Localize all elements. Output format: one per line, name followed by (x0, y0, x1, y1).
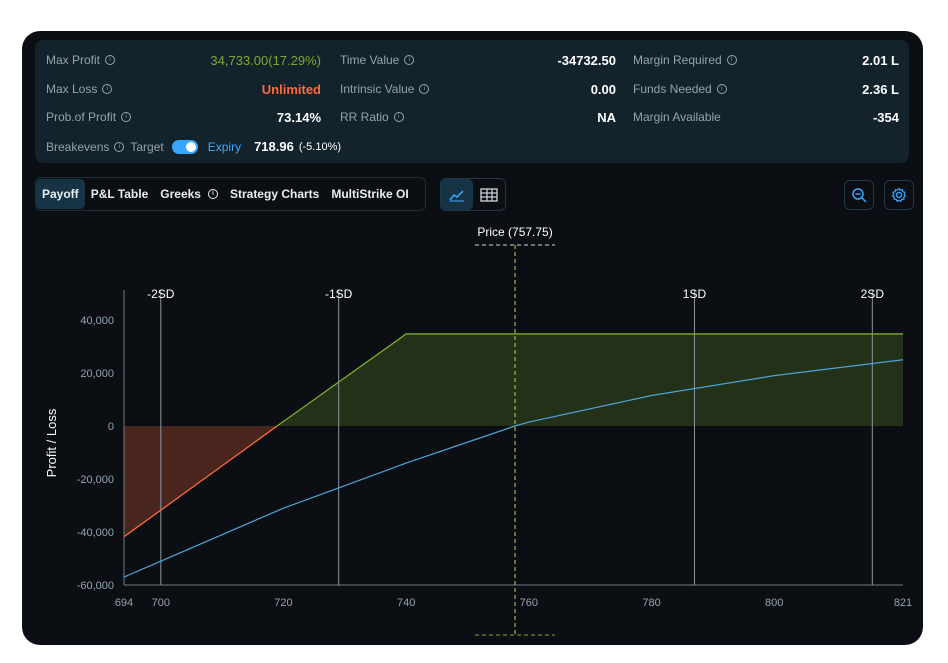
x-tick-label: 780 (642, 597, 660, 609)
view-toggle (440, 178, 506, 211)
x-tick-label: 740 (397, 597, 415, 609)
zoom-out-icon[interactable] (844, 180, 874, 210)
margin-available-value: -354 (872, 110, 899, 125)
sd-label: 2SD (861, 287, 885, 301)
target-pnl-line (123, 359, 904, 578)
y-tick-label: 20,000 (80, 368, 114, 380)
info-icon[interactable]: i (716, 84, 727, 94)
chart-layer: -2SD -1SD 1SD 2SD 40,000 20,000 0 -20,000 -40,00… (77, 225, 912, 636)
payoff-chart[interactable]: -2SD -1SD 1SD 2SD 40,000 20,000 0 -20,000 -40,00… (22, 215, 923, 645)
margin-available-label: Margin Available (633, 110, 721, 124)
x-tick-label: 700 (152, 597, 170, 609)
info-icon[interactable]: i (393, 112, 404, 122)
x-tick-label: 760 (520, 597, 538, 609)
breakeven-change: (-5.10%) (298, 140, 342, 153)
target-expiry-toggle[interactable] (171, 139, 198, 154)
x-tick-label: 694 (115, 597, 133, 609)
info-icon: i (207, 189, 218, 199)
time-value-label: Time Value i (340, 53, 415, 67)
chart-tabs: Payoff P&L Table Greeks i Strategy Charts… (35, 177, 426, 211)
target-label: Target (130, 139, 164, 154)
y-tick-label: -20,000 (77, 474, 114, 486)
tab-multistrike-oi[interactable]: MultiStrike OI (331, 187, 409, 201)
max-profit-value: 34,733.00(17.29%) (210, 53, 321, 68)
table-icon[interactable] (473, 179, 505, 210)
app-window: Max Profit i 34,733.00(17.29%) Max Loss i … (22, 31, 923, 645)
info-icon[interactable]: i (419, 84, 430, 94)
prob-profit-value: 73.14% (276, 110, 321, 125)
sd-label: 1SD (683, 287, 707, 301)
intrinsic-value-label: Intrinsic Value i (340, 82, 430, 96)
funds-needed-label: Funds Needed i (633, 82, 727, 96)
x-tick-label: 800 (765, 597, 783, 609)
expiry-label: Expiry (207, 139, 242, 154)
strategy-stats-panel: Max Profit i 34,733.00(17.29%) Max Loss i … (35, 40, 909, 163)
intrinsic-value-value: 0.00 (590, 82, 616, 97)
y-tick-label: 0 (108, 421, 114, 433)
funds-needed-value: 2.36 L (862, 82, 899, 97)
tab-pl-table[interactable]: P&L Table (90, 187, 149, 201)
x-tick-label: 821 (894, 597, 912, 609)
margin-required-label: Margin Required i (633, 53, 737, 67)
price-marker-label: Price (757.75) (477, 225, 552, 239)
profit-area (277, 333, 904, 426)
y-tick-label: -40,000 (77, 527, 114, 539)
loss-area (124, 426, 278, 537)
sd-label: -1SD (325, 287, 353, 301)
max-loss-label: Max Loss i (46, 82, 113, 96)
y-tick-label: -60,000 (77, 580, 114, 592)
margin-required-value: 2.01 L (862, 53, 899, 68)
info-icon[interactable]: i (114, 141, 125, 152)
gear-icon[interactable] (884, 180, 914, 210)
info-icon[interactable]: i (102, 84, 113, 94)
breakevens-row: Breakevens i Target Expiry 718.96 (-5.10%… (46, 139, 342, 154)
info-icon[interactable]: i (726, 55, 737, 65)
tab-greeks[interactable]: Greeks i (154, 179, 224, 209)
max-profit-label: Max Profit i (46, 53, 116, 67)
rr-ratio-value: NA (597, 110, 616, 125)
y-axis-title: Profit / Loss (44, 408, 59, 477)
time-value-value: -34732.50 (557, 53, 616, 68)
info-icon[interactable]: i (121, 112, 132, 122)
y-tick-label: 40,000 (80, 315, 114, 327)
sd-label: -2SD (147, 287, 175, 301)
breakeven-value: 718.96 (254, 139, 294, 154)
expiry-loss-line (123, 425, 278, 538)
x-tick-label: 720 (274, 597, 292, 609)
tab-payoff[interactable]: Payoff (36, 179, 85, 209)
max-loss-value: Unlimited (261, 82, 321, 97)
expiry-profit-line (276, 333, 903, 427)
line-chart-icon[interactable] (441, 179, 473, 210)
rr-ratio-label: RR Ratio i (340, 110, 404, 124)
info-icon[interactable]: i (105, 55, 116, 65)
tab-strategy-charts[interactable]: Strategy Charts (229, 187, 320, 201)
info-icon[interactable]: i (404, 55, 415, 65)
prob-profit-label: Prob.of Profit i (46, 110, 132, 124)
